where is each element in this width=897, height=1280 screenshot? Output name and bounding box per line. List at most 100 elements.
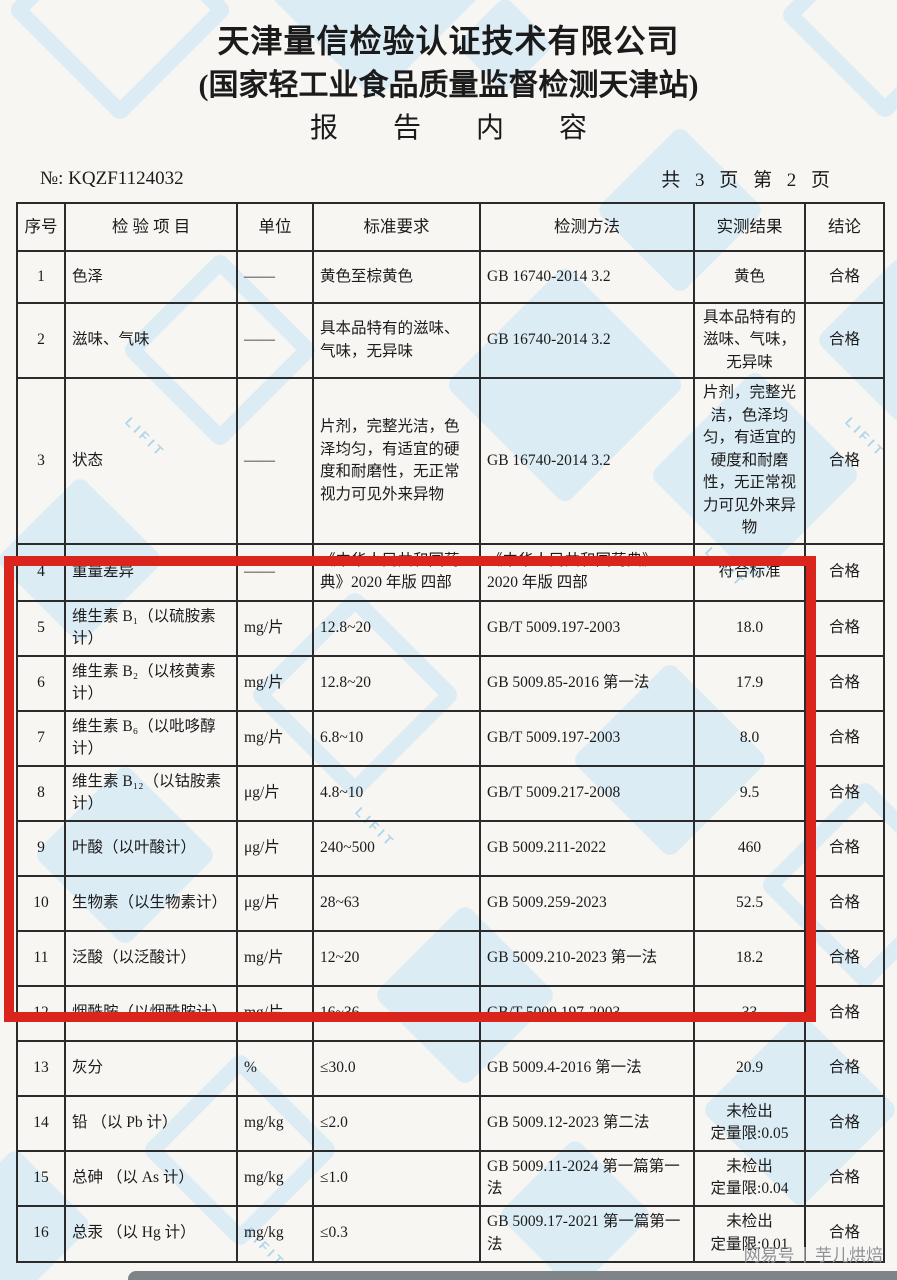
report-content-heading: 报 告 内 容 [309,113,611,144]
cell-requirement: 黄色至棕黄色 [312,250,481,304]
cell-requirement: 240~500 [312,819,481,877]
cell-result: 17.9 [693,654,806,712]
cell-serial-no: 3 [16,377,66,545]
cell-unit: μg/片 [236,819,314,877]
footer-separator: | [802,1243,807,1263]
cell-test-item: 泛酸（以泛酸计） [64,929,238,987]
cell-result: 20.9 [693,1039,806,1097]
cell-requirement: 16~36 [312,984,481,1042]
cell-serial-no: 2 [16,301,66,380]
cell-serial-no: 12 [16,984,66,1042]
table-row: 6 维生素 B₂（以核黄素计） mg/片 12.8~20 GB 5009.85-… [16,654,885,712]
cell-conclusion: 合格 [804,1039,885,1097]
cell-conclusion: 合格 [804,542,885,602]
cell-method: GB/T 5009.197-2003 [479,599,695,657]
cell-requirement: 6.8~10 [312,709,481,767]
cell-result: 未检出 定量限:0.01 [693,1204,806,1263]
cell-result: 460 [693,819,806,877]
cell-test-item: 维生素 B₁（以硫胺素计） [64,599,238,657]
cell-test-item: 维生素 B₁₂（以钴胺素计） [64,764,238,822]
table-row: 16 总汞 （以 Hg 计） mg/kg ≤0.3 GB 5009.17-202… [16,1204,885,1263]
col-header-no: 序号 [16,202,66,252]
footer-source: 网易号 [743,1246,795,1265]
cell-result: 片剂，完整光洁，色泽均匀，有适宜的硬度和耐磨性，无正常视力可见外来异物 [693,377,806,545]
cell-result: 8.0 [693,709,806,767]
cell-serial-no: 4 [16,542,66,602]
table-row: 14 铅 （以 Pb 计） mg/kg ≤2.0 GB 5009.12-2023… [16,1094,885,1152]
footer-credit: 网易号 | 芋儿烘焙 [744,1241,883,1266]
cell-result: 52.5 [693,874,806,932]
table-row: 5 维生素 B₁（以硫胺素计） mg/片 12.8~20 GB/T 5009.1… [16,599,885,657]
cell-method: GB 5009.4-2016 第一法 [479,1039,695,1097]
cell-test-item: 滋味、气味 [64,301,238,380]
cell-requirement: ≤1.0 [312,1149,481,1207]
cell-requirement: ≤2.0 [312,1094,481,1152]
table-row: 4 重量差异 —— 《中华人民共和国药典》2020 年版 四部 《中华人民共和国… [16,542,885,602]
table-row: 15 总砷 （以 As 计） mg/kg ≤1.0 GB 5009.11-202… [16,1149,885,1207]
cell-unit: mg/片 [236,929,314,987]
cell-result: 具本品特有的 滋味、气味， 无异味 [693,301,806,380]
cell-unit: mg/kg [236,1204,314,1263]
cell-method: GB 5009.11-2024 第一篇第一法 [479,1149,695,1207]
cell-serial-no: 16 [16,1204,66,1263]
footer-author: 芋儿烘焙 [815,1246,883,1265]
cell-test-item: 重量差异 [64,542,238,602]
report-number: №: KQZF1124032 [40,168,184,189]
cell-method: GB 16740-2014 3.2 [479,377,695,545]
cell-test-item: 烟酰胺（以烟酰胺计） [64,984,238,1042]
cell-serial-no: 5 [16,599,66,657]
col-header-unit: 单位 [236,202,314,252]
col-header-result: 实测结果 [693,202,806,252]
company-title: 天津量信检验认证技术有限公司 [217,23,680,59]
cell-result: 9.5 [693,764,806,822]
col-header-item: 检 验 项 目 [64,202,238,252]
cell-method: GB 5009.211-2022 [479,819,695,877]
cell-method: GB/T 5009.197-2003 [479,984,695,1042]
cell-unit: mg/kg [236,1149,314,1207]
col-header-conclusion: 结论 [804,202,885,252]
cell-unit: mg/片 [236,709,314,767]
cell-serial-no: 1 [16,250,66,304]
cell-unit: μg/片 [236,764,314,822]
cell-conclusion: 合格 [804,654,885,712]
cell-unit: —— [236,301,314,380]
cell-method: GB 5009.12-2023 第二法 [479,1094,695,1152]
cell-unit: —— [236,542,314,602]
cell-result: 18.0 [693,599,806,657]
table-row: 1 色泽 —— 黄色至棕黄色 GB 16740-2014 3.2 黄色 合格 [16,250,885,304]
cell-serial-no: 7 [16,709,66,767]
cell-conclusion: 合格 [804,874,885,932]
cell-method: GB 5009.259-2023 [479,874,695,932]
cell-requirement: 28~63 [312,874,481,932]
cell-result: 33 [693,984,806,1042]
cell-requirement: ≤30.0 [312,1039,481,1097]
cell-unit: mg/片 [236,599,314,657]
cell-unit: —— [236,377,314,545]
cell-conclusion: 合格 [804,984,885,1042]
cell-method: 《中华人民共和国药典》2020 年版 四部 [479,542,695,602]
cell-test-item: 生物素（以生物素计） [64,874,238,932]
cell-test-item: 维生素 B₂（以核黄素计） [64,654,238,712]
cell-method: GB 5009.17-2021 第一篇第一法 [479,1204,695,1263]
table-row: 7 维生素 B₆（以吡哆醇计） mg/片 6.8~10 GB/T 5009.19… [16,709,885,767]
cell-conclusion: 合格 [804,250,885,304]
col-header-requirement: 标准要求 [312,202,481,252]
cell-unit: mg/kg [236,1094,314,1152]
cell-conclusion: 合格 [804,301,885,380]
table-header-row: 序号 检 验 项 目 单位 标准要求 检测方法 实测结果 结论 [16,202,885,252]
cell-unit: —— [236,250,314,304]
page-count-indicator: 共 3 页 第 2 页 [661,170,835,191]
cell-method: GB 5009.210-2023 第一法 [479,929,695,987]
cell-conclusion: 合格 [804,1149,885,1207]
table-row: 3 状态 —— 片剂，完整光洁，色泽均匀，有适宜的硬度和耐磨性，无正常视力可见外… [16,377,885,545]
cell-conclusion: 合格 [804,819,885,877]
table-row: 13 灰分 % ≤30.0 GB 5009.4-2016 第一法 20.9 合格 [16,1039,885,1097]
station-subtitle: (国家轻工业食品质量监督检测天津站) [198,69,699,102]
table-row: 12 烟酰胺（以烟酰胺计） mg/片 16~36 GB/T 5009.197-2… [16,984,885,1042]
cell-requirement: 12~20 [312,929,481,987]
cell-test-item: 铅 （以 Pb 计） [64,1094,238,1152]
cell-result: 黄色 [693,250,806,304]
cell-test-item: 状态 [64,377,238,545]
table-row: 10 生物素（以生物素计） μg/片 28~63 GB 5009.259-202… [16,874,885,932]
